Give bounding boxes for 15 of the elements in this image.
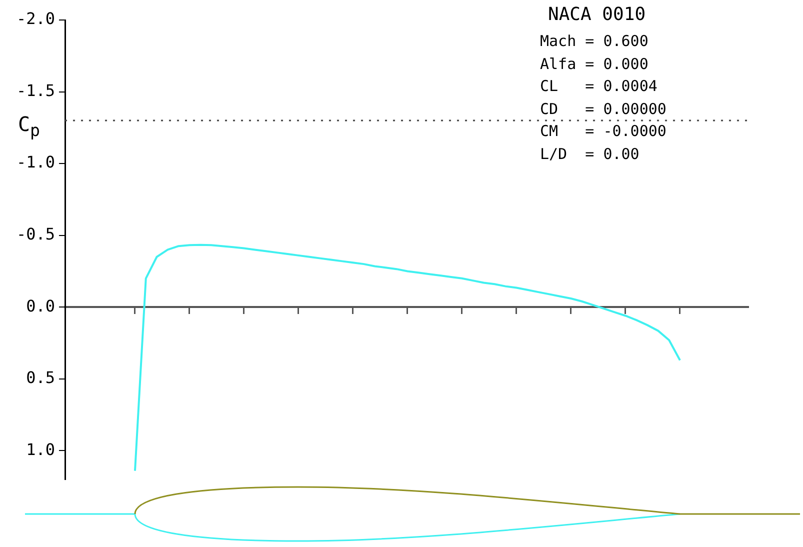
y-tick-label: -0.5 [16,224,55,244]
y-tick-label: -1.5 [16,80,55,100]
y-tick-label: 0.0 [26,296,55,316]
annotation: CL = 0.0004 [540,76,658,97]
annotation: Alfa = 0.000 [540,54,650,74]
y-tick-label: 1.0 [26,440,55,459]
annotation: CD = 0.00000 [540,98,666,120]
chart-title: NACA 0010 [548,4,646,25]
y-axis-title: C$_{p}$ [18,112,40,140]
annotation: L/D = 0.00 [540,144,640,164]
annotation: CM = -0.0000 [540,121,666,142]
annotation: Mach = 0.600 [540,31,650,52]
y-tick-label: -2.0 [16,9,55,28]
y-tick-label: 0.5 [26,368,55,388]
y-tick-label: -1.0 [16,152,55,172]
